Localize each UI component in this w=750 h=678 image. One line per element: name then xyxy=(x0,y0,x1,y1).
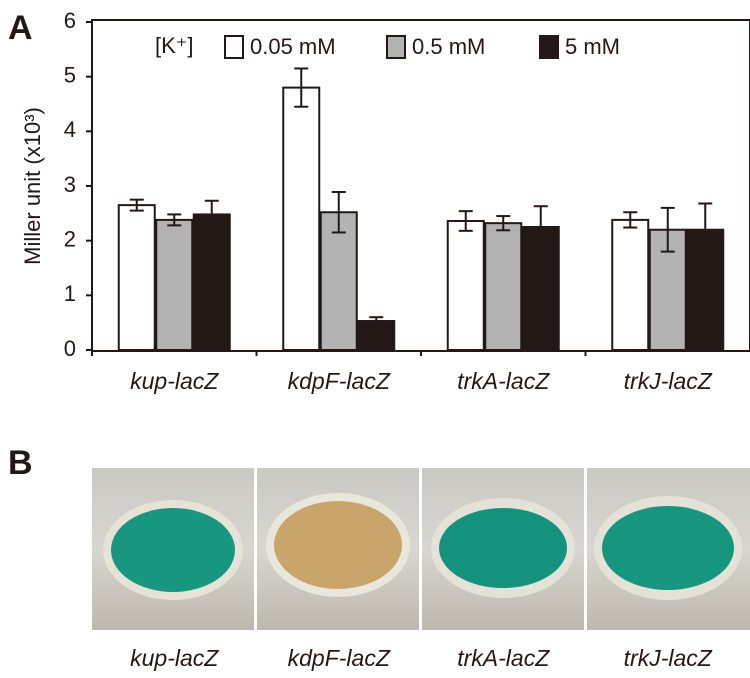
bar xyxy=(155,218,194,351)
panel-label: B xyxy=(8,444,33,482)
y-tick-label: 5 xyxy=(64,62,76,87)
colony xyxy=(439,508,567,588)
legend-swatch xyxy=(539,35,559,59)
x-tick-label: kdpF-lacZ xyxy=(288,368,391,394)
colony xyxy=(111,508,235,592)
colony xyxy=(274,501,402,589)
bar xyxy=(282,86,321,351)
x-tick-label: trkA-lacZ xyxy=(457,368,550,394)
legend-label: 0.5 mM xyxy=(412,34,485,59)
bar xyxy=(611,218,650,351)
image-label: trkA-lacZ xyxy=(457,645,550,671)
legend-title: [K⁺] xyxy=(155,33,194,58)
panel-label: A xyxy=(8,9,33,47)
y-tick-label: 2 xyxy=(64,226,76,251)
y-tick-label: 3 xyxy=(64,172,76,197)
legend-swatch xyxy=(386,35,406,59)
bar xyxy=(484,222,523,352)
legend-label: 5 mM xyxy=(565,34,620,59)
legend-label: 0.05 mM xyxy=(250,34,336,59)
y-tick-label: 4 xyxy=(64,117,76,142)
bar xyxy=(446,219,485,351)
x-tick-label: kup-lacZ xyxy=(130,368,219,394)
image-label: trkJ-lacZ xyxy=(624,645,713,671)
bar xyxy=(117,204,156,351)
colony xyxy=(602,506,734,590)
y-tick-label: 0 xyxy=(64,336,76,361)
legend-swatch xyxy=(224,35,244,59)
y-axis-label: Miller unit (x10³) xyxy=(20,107,45,265)
image-label: kup-lacZ xyxy=(130,645,219,671)
bar xyxy=(192,213,231,351)
y-tick-label: 6 xyxy=(64,8,76,33)
photo-panels xyxy=(92,468,750,630)
y-tick-label: 1 xyxy=(64,281,76,306)
x-tick-label: trkJ-lacZ xyxy=(624,368,713,394)
image-label: kdpF-lacZ xyxy=(288,645,391,671)
